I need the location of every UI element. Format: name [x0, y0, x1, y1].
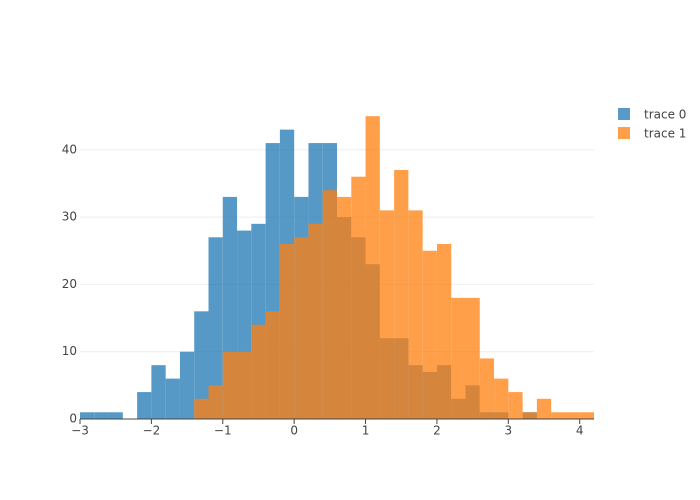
legend-label: trace 0	[644, 108, 686, 122]
bar	[308, 223, 323, 419]
bar	[94, 412, 109, 419]
bar	[522, 412, 537, 419]
y-tick-label: 40	[62, 142, 77, 156]
bar	[436, 244, 452, 419]
y-tick-label: 20	[62, 277, 77, 291]
bar	[179, 351, 195, 419]
bar	[194, 398, 209, 419]
x-tick-label: −3	[71, 424, 89, 438]
series	[194, 116, 594, 419]
bar	[508, 392, 523, 419]
bar	[80, 412, 95, 419]
bar	[322, 190, 337, 419]
legend-label: trace 1	[644, 127, 686, 141]
bar	[222, 351, 238, 419]
x-tick-label: −1	[214, 424, 232, 438]
bar	[408, 210, 423, 419]
bar	[165, 378, 180, 419]
bar	[365, 116, 380, 419]
x-tick-label: 4	[576, 424, 584, 438]
bar	[208, 237, 223, 419]
bar	[279, 244, 295, 419]
legend-swatch	[618, 127, 630, 139]
y-tick-label: 0	[69, 412, 77, 426]
bar	[465, 297, 480, 419]
bar	[194, 311, 209, 419]
bar	[337, 196, 352, 419]
bar	[237, 351, 252, 419]
bar	[422, 250, 437, 419]
bar	[351, 176, 366, 419]
x-tick-label: 2	[433, 424, 441, 438]
x-tick-label: 1	[362, 424, 370, 438]
bar	[265, 311, 280, 419]
x-tick-label: 0	[290, 424, 298, 438]
y-tick-label: 10	[62, 344, 77, 358]
bar	[294, 237, 309, 419]
bar	[251, 324, 266, 419]
bar	[551, 412, 566, 419]
bar	[208, 385, 223, 419]
x-tick-label: 3	[505, 424, 513, 438]
legend-swatch	[618, 108, 630, 120]
bar	[151, 365, 166, 419]
bar	[108, 412, 123, 419]
bar	[479, 358, 495, 419]
bar	[394, 169, 409, 419]
x-tick-label: −2	[143, 424, 161, 438]
bar	[379, 210, 395, 419]
bar	[579, 412, 594, 419]
bar	[137, 392, 152, 419]
bar	[451, 297, 466, 419]
bar	[536, 398, 552, 419]
y-tick-label: 30	[62, 210, 77, 224]
bar	[494, 378, 509, 419]
bar	[565, 412, 580, 419]
